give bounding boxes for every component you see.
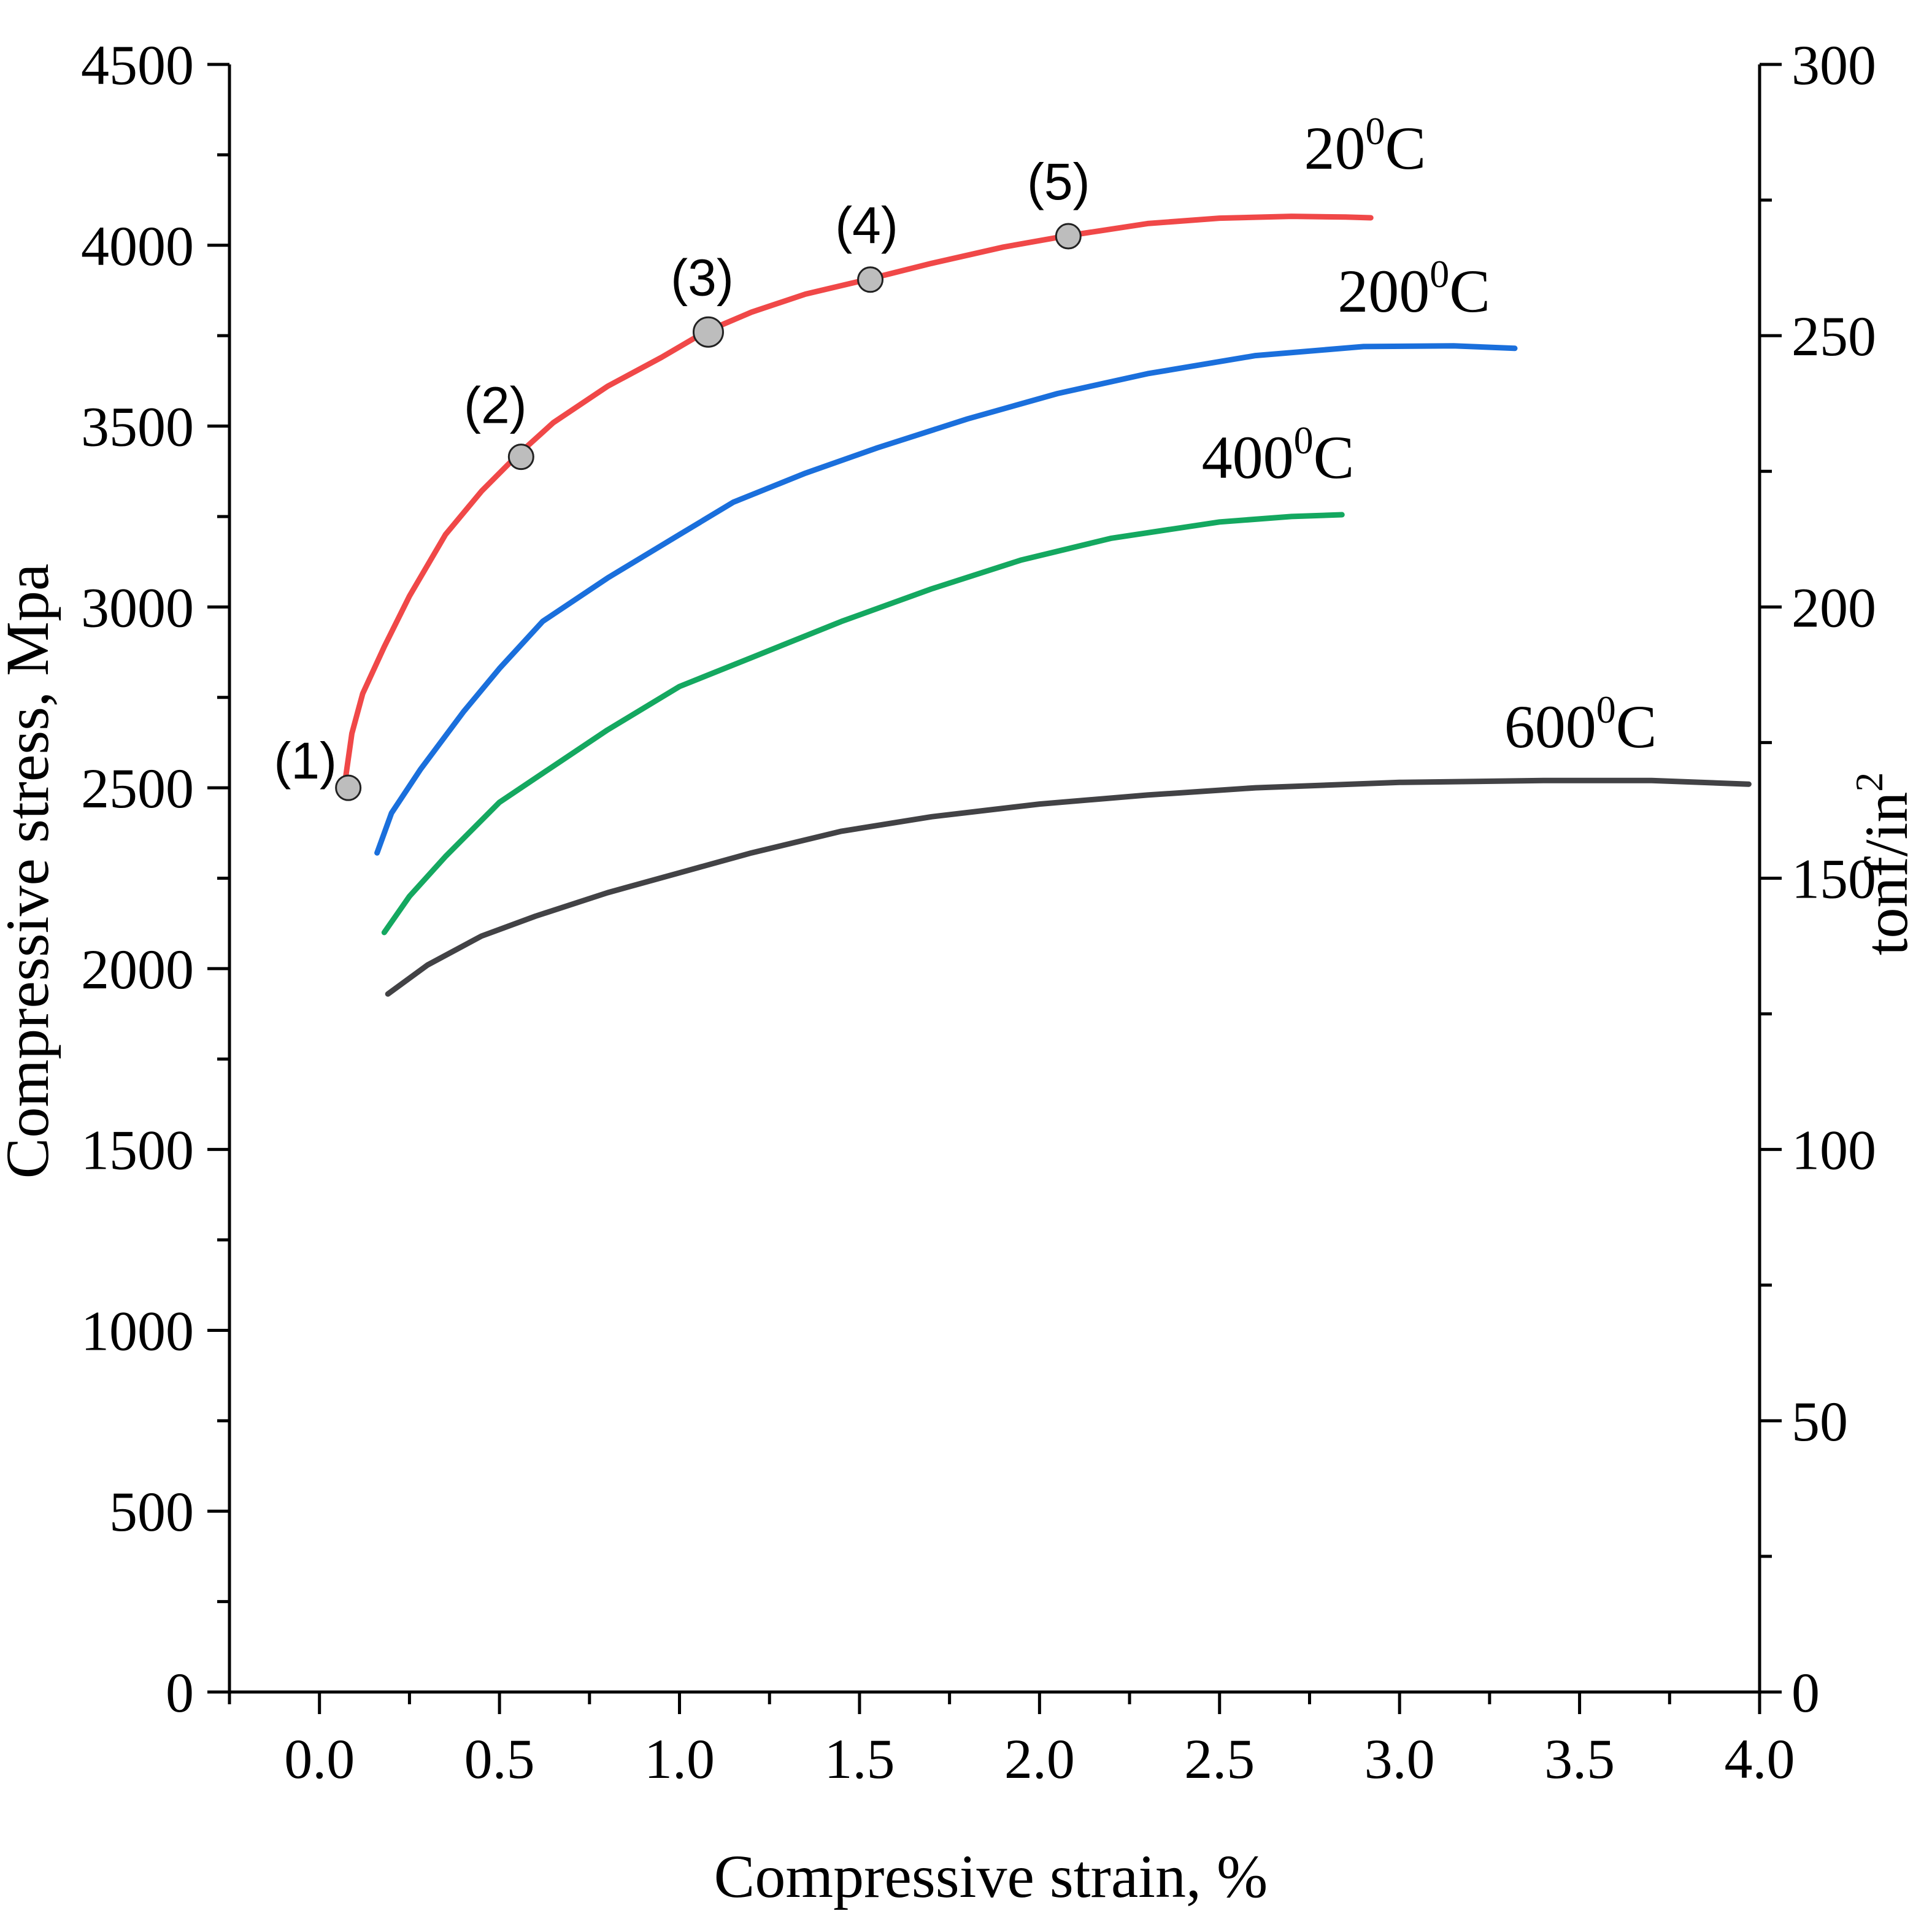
y-tick-label: 4500 (81, 34, 194, 96)
series-label-unit: C (1616, 693, 1657, 761)
series-label-200c: 2000C (1337, 252, 1490, 325)
y2-tick-label: 50 (1792, 1390, 1848, 1453)
point-label-4: (4) (835, 196, 898, 254)
y-axis-title: Compressive stress, Mpa (0, 564, 61, 1179)
series-label-unit: C (1314, 423, 1355, 491)
x-axis-title: Compressive strain, % (714, 1842, 1268, 1910)
point-marker-4 (857, 266, 884, 293)
point-label-2: (2) (464, 377, 527, 434)
series-label-base: 20 (1304, 114, 1366, 182)
y-tick-label: 0 (166, 1661, 194, 1724)
y-tick-label: 1500 (81, 1119, 194, 1182)
point-marker-2 (507, 444, 534, 471)
axes: 0.0 0.5 1.0 1.5 2.0 2.5 3.0 3.5 4.00500100015002… (81, 34, 1876, 1790)
point-marker-5 (1055, 223, 1082, 250)
x-tick-label: 0.0 (284, 1728, 355, 1790)
series-label-sup: 0 (1294, 418, 1314, 462)
y2-axis-title: tonf/in2 (1847, 772, 1920, 956)
series-label-base: 200 (1337, 257, 1430, 325)
y2-tick-label: 100 (1792, 1119, 1876, 1182)
x-tick-label: 0.5 (464, 1728, 535, 1790)
y-tick-label: 3000 (81, 576, 194, 639)
x-tick-label: 3.5 (1544, 1728, 1615, 1790)
series-line-20c (342, 213, 1374, 787)
y2-tick-label: 0 (1792, 1661, 1820, 1724)
x-tick-label: 1.5 (824, 1728, 895, 1790)
series-line-600c (385, 777, 1752, 997)
y-tick-label: 4000 (81, 215, 194, 277)
point-label-5: (5) (1027, 153, 1090, 210)
x-tick-label: 2.0 (1004, 1728, 1075, 1790)
series-label-base: 400 (1202, 423, 1294, 491)
series-label-sup: 0 (1366, 109, 1385, 153)
series-label-unit: C (1385, 114, 1426, 182)
x-tick-label: 1.0 (644, 1728, 715, 1790)
series-label-sup: 0 (1596, 688, 1616, 731)
series-line-400c (381, 512, 1345, 936)
y2-tick-label: 150 (1792, 848, 1876, 910)
series-label-sup: 0 (1430, 252, 1449, 296)
y2-tick-label: 250 (1792, 305, 1876, 367)
y-tick-label: 2500 (81, 757, 194, 820)
markers-layer: (1) (2) (3) (4) (5) (274, 153, 1090, 801)
point-marker-3 (692, 316, 724, 348)
y2-axis-title-sup: 2 (1847, 772, 1891, 792)
y2-axis-title-base: tonf/in (1852, 792, 1920, 956)
series-label-20c: 200C (1304, 109, 1426, 182)
x-tick-label: 2.5 (1184, 1728, 1255, 1790)
y2-tick-label: 300 (1792, 34, 1876, 96)
y-tick-label: 2000 (81, 938, 194, 1001)
point-label-3: (3) (671, 248, 734, 306)
x-tick-label: 4.0 (1725, 1728, 1795, 1790)
x-tick-label: 3.0 (1364, 1728, 1435, 1790)
point-label-1: (1) (274, 732, 337, 790)
series-label-600c: 6000C (1504, 688, 1657, 761)
series-label-base: 600 (1504, 693, 1596, 761)
svg-text:tonf/in2: tonf/in2 (1847, 772, 1920, 956)
series-label-400c: 4000C (1202, 418, 1355, 491)
y2-tick-label: 200 (1792, 576, 1876, 639)
y-tick-label: 3500 (81, 396, 194, 458)
point-marker-1 (335, 774, 362, 801)
y-tick-label: 1000 (81, 1299, 194, 1362)
y-tick-label: 500 (109, 1480, 194, 1543)
series-line-200c (374, 343, 1518, 856)
series-label-unit: C (1449, 257, 1490, 325)
